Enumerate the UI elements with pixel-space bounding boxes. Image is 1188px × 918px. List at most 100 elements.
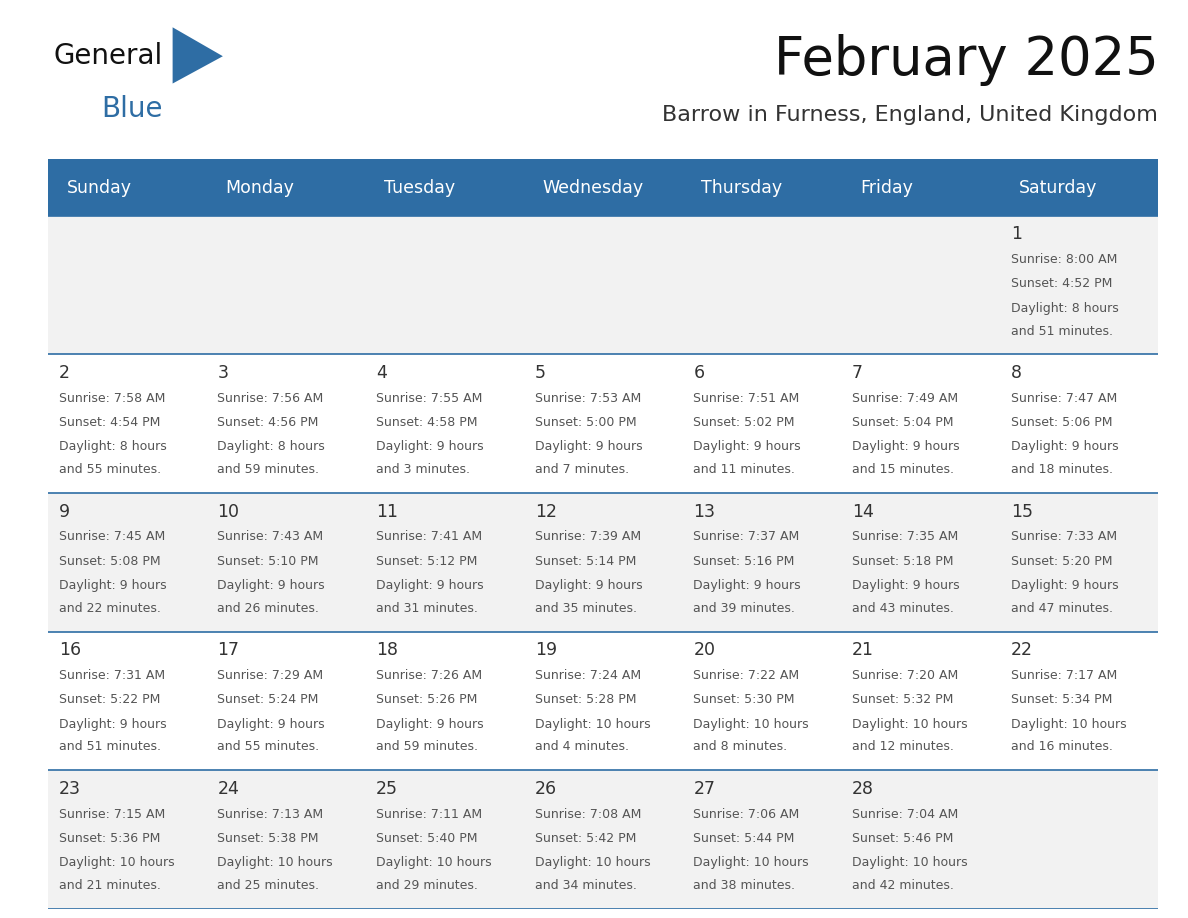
Text: 20: 20	[694, 642, 715, 659]
Text: Daylight: 9 hours: Daylight: 9 hours	[58, 579, 166, 592]
Text: Sunrise: 7:47 AM: Sunrise: 7:47 AM	[1011, 392, 1117, 405]
Text: Sunset: 5:16 PM: Sunset: 5:16 PM	[694, 554, 795, 567]
Text: Sunset: 5:44 PM: Sunset: 5:44 PM	[694, 832, 795, 845]
Text: Sunrise: 7:22 AM: Sunrise: 7:22 AM	[694, 669, 800, 682]
Text: 22: 22	[1011, 642, 1032, 659]
Text: Sunrise: 7:26 AM: Sunrise: 7:26 AM	[375, 669, 482, 682]
Text: and 51 minutes.: and 51 minutes.	[1011, 325, 1113, 338]
Bar	[48, 216, 1158, 354]
Text: 8: 8	[1011, 364, 1022, 382]
Text: Daylight: 10 hours: Daylight: 10 hours	[852, 718, 968, 731]
Text: Sunrise: 7:15 AM: Sunrise: 7:15 AM	[58, 808, 165, 821]
Text: 17: 17	[217, 642, 239, 659]
Text: Sunset: 5:32 PM: Sunset: 5:32 PM	[852, 693, 954, 706]
Text: Sunrise: 7:53 AM: Sunrise: 7:53 AM	[535, 392, 642, 405]
Text: Sunset: 5:00 PM: Sunset: 5:00 PM	[535, 416, 637, 429]
Bar	[48, 770, 1158, 909]
Text: and 21 minutes.: and 21 minutes.	[58, 879, 160, 892]
Text: 27: 27	[694, 780, 715, 798]
Text: Daylight: 10 hours: Daylight: 10 hours	[852, 856, 968, 869]
Text: Daylight: 9 hours: Daylight: 9 hours	[852, 579, 960, 592]
Text: 13: 13	[694, 503, 715, 521]
Text: and 18 minutes.: and 18 minutes.	[1011, 464, 1113, 476]
Text: Sunrise: 7:43 AM: Sunrise: 7:43 AM	[217, 531, 323, 543]
Text: 24: 24	[217, 780, 239, 798]
Text: February 2025: February 2025	[773, 34, 1158, 85]
Text: Daylight: 9 hours: Daylight: 9 hours	[1011, 579, 1118, 592]
Text: and 16 minutes.: and 16 minutes.	[1011, 741, 1113, 754]
Text: and 29 minutes.: and 29 minutes.	[375, 879, 478, 892]
Text: Sunset: 5:06 PM: Sunset: 5:06 PM	[1011, 416, 1112, 429]
Text: Sunrise: 7:37 AM: Sunrise: 7:37 AM	[694, 531, 800, 543]
Text: and 39 minutes.: and 39 minutes.	[694, 602, 795, 615]
Text: Wednesday: Wednesday	[543, 179, 644, 197]
Text: Saturday: Saturday	[1018, 179, 1097, 197]
Text: Sunrise: 7:35 AM: Sunrise: 7:35 AM	[852, 531, 959, 543]
Text: Daylight: 9 hours: Daylight: 9 hours	[694, 441, 801, 453]
Text: Sunset: 5:30 PM: Sunset: 5:30 PM	[694, 693, 795, 706]
Text: Tuesday: Tuesday	[384, 179, 455, 197]
Text: Blue: Blue	[101, 95, 163, 123]
Text: Sunset: 5:42 PM: Sunset: 5:42 PM	[535, 832, 636, 845]
Text: Sunrise: 8:00 AM: Sunrise: 8:00 AM	[1011, 253, 1117, 266]
Text: 28: 28	[852, 780, 874, 798]
Text: Sunrise: 7:45 AM: Sunrise: 7:45 AM	[58, 531, 165, 543]
Text: Thursday: Thursday	[701, 179, 783, 197]
Text: Daylight: 9 hours: Daylight: 9 hours	[375, 579, 484, 592]
Text: Daylight: 10 hours: Daylight: 10 hours	[1011, 718, 1126, 731]
Text: Sunrise: 7:04 AM: Sunrise: 7:04 AM	[852, 808, 959, 821]
Text: and 59 minutes.: and 59 minutes.	[375, 741, 478, 754]
Text: Sunset: 5:28 PM: Sunset: 5:28 PM	[535, 693, 637, 706]
Text: Daylight: 9 hours: Daylight: 9 hours	[217, 718, 326, 731]
Text: Sunset: 5:14 PM: Sunset: 5:14 PM	[535, 554, 636, 567]
Text: Barrow in Furness, England, United Kingdom: Barrow in Furness, England, United Kingd…	[663, 105, 1158, 125]
Text: 5: 5	[535, 364, 545, 382]
Text: Sunset: 5:10 PM: Sunset: 5:10 PM	[217, 554, 318, 567]
Text: Sunrise: 7:11 AM: Sunrise: 7:11 AM	[375, 808, 482, 821]
Bar	[48, 354, 1158, 493]
Text: 7: 7	[852, 364, 862, 382]
Text: Sunrise: 7:29 AM: Sunrise: 7:29 AM	[217, 669, 323, 682]
Text: Monday: Monday	[226, 179, 295, 197]
Text: Sunset: 5:20 PM: Sunset: 5:20 PM	[1011, 554, 1112, 567]
Text: and 34 minutes.: and 34 minutes.	[535, 879, 637, 892]
Text: and 25 minutes.: and 25 minutes.	[217, 879, 320, 892]
Text: Sunset: 5:40 PM: Sunset: 5:40 PM	[375, 832, 478, 845]
Text: Sunrise: 7:31 AM: Sunrise: 7:31 AM	[58, 669, 165, 682]
Text: Sunrise: 7:55 AM: Sunrise: 7:55 AM	[375, 392, 482, 405]
Text: Sunrise: 7:08 AM: Sunrise: 7:08 AM	[535, 808, 642, 821]
Text: and 55 minutes.: and 55 minutes.	[58, 464, 160, 476]
Text: Sunset: 5:02 PM: Sunset: 5:02 PM	[694, 416, 795, 429]
Text: Sunrise: 7:41 AM: Sunrise: 7:41 AM	[375, 531, 482, 543]
Text: 6: 6	[694, 364, 704, 382]
Text: 14: 14	[852, 503, 874, 521]
Text: Sunrise: 7:20 AM: Sunrise: 7:20 AM	[852, 669, 959, 682]
Text: Sunrise: 7:24 AM: Sunrise: 7:24 AM	[535, 669, 640, 682]
Text: and 47 minutes.: and 47 minutes.	[1011, 602, 1113, 615]
Text: and 59 minutes.: and 59 minutes.	[217, 464, 320, 476]
Text: Daylight: 8 hours: Daylight: 8 hours	[1011, 302, 1118, 315]
Text: Daylight: 10 hours: Daylight: 10 hours	[217, 856, 333, 869]
Text: 10: 10	[217, 503, 239, 521]
Bar	[48, 632, 1158, 770]
Text: and 38 minutes.: and 38 minutes.	[694, 879, 795, 892]
Text: Sunrise: 7:39 AM: Sunrise: 7:39 AM	[535, 531, 640, 543]
Text: Sunset: 5:24 PM: Sunset: 5:24 PM	[217, 693, 318, 706]
Text: 26: 26	[535, 780, 557, 798]
Text: Daylight: 10 hours: Daylight: 10 hours	[694, 856, 809, 869]
Text: Sunset: 5:34 PM: Sunset: 5:34 PM	[1011, 693, 1112, 706]
Text: and 7 minutes.: and 7 minutes.	[535, 464, 628, 476]
Text: Sunset: 5:46 PM: Sunset: 5:46 PM	[852, 832, 954, 845]
Text: and 51 minutes.: and 51 minutes.	[58, 741, 160, 754]
Text: and 43 minutes.: and 43 minutes.	[852, 602, 954, 615]
Text: Sunday: Sunday	[67, 179, 132, 197]
Text: and 4 minutes.: and 4 minutes.	[535, 741, 628, 754]
Text: Sunset: 5:04 PM: Sunset: 5:04 PM	[852, 416, 954, 429]
Text: 23: 23	[58, 780, 81, 798]
Bar	[48, 493, 1158, 632]
Text: Daylight: 9 hours: Daylight: 9 hours	[535, 441, 643, 453]
Text: and 8 minutes.: and 8 minutes.	[694, 741, 788, 754]
Text: Daylight: 10 hours: Daylight: 10 hours	[535, 718, 650, 731]
Text: 19: 19	[535, 642, 557, 659]
Polygon shape	[172, 28, 223, 84]
